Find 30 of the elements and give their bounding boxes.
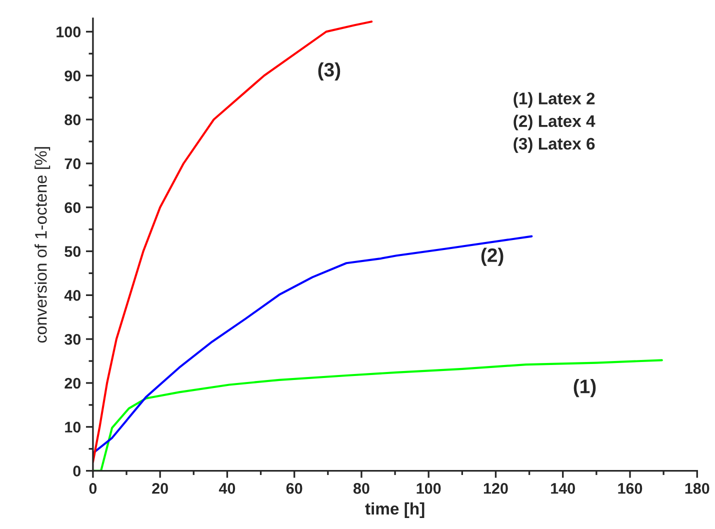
y-tick-label: 50 xyxy=(64,246,81,257)
y-tick-label: 80 xyxy=(64,114,81,126)
y-tick-label: 10 xyxy=(65,422,81,433)
series-label: (1) xyxy=(574,378,596,398)
x-tick-label: 180 xyxy=(685,483,710,494)
annotation: (1) Latex 2 xyxy=(514,92,595,108)
x-axis-title: time [h] xyxy=(365,502,424,518)
annotation: (2) Latex 4 xyxy=(514,114,596,130)
y-tick-label: 20 xyxy=(64,378,81,389)
y-tick-label: 70 xyxy=(64,158,81,170)
y-tick-label: 30 xyxy=(64,334,81,345)
y-axis-title: conversion of 1-octene [%] xyxy=(34,147,50,343)
y-tick-label: 100 xyxy=(56,26,81,38)
x-tick-label: 60 xyxy=(286,483,302,494)
x-tick-label: 0 xyxy=(89,483,97,494)
y-tick-label: 90 xyxy=(64,70,81,82)
series-label: (3) xyxy=(318,62,340,80)
x-tick-label: 120 xyxy=(484,483,508,494)
x-tick-label: 100 xyxy=(416,483,441,494)
x-tick-label: 20 xyxy=(152,483,168,494)
x-tick-label: 160 xyxy=(618,483,642,494)
y-tick-label: 40 xyxy=(64,290,81,301)
y-tick-label: 0 xyxy=(73,466,81,476)
x-tick-label: 140 xyxy=(551,483,575,494)
annotation: (3) Latex 6 xyxy=(514,137,595,153)
series-label: (2) xyxy=(481,248,504,266)
x-tick-label: 80 xyxy=(353,483,370,494)
x-tick-label: 40 xyxy=(218,483,236,494)
line-series xyxy=(92,20,373,464)
y-tick-label: 60 xyxy=(64,202,81,214)
